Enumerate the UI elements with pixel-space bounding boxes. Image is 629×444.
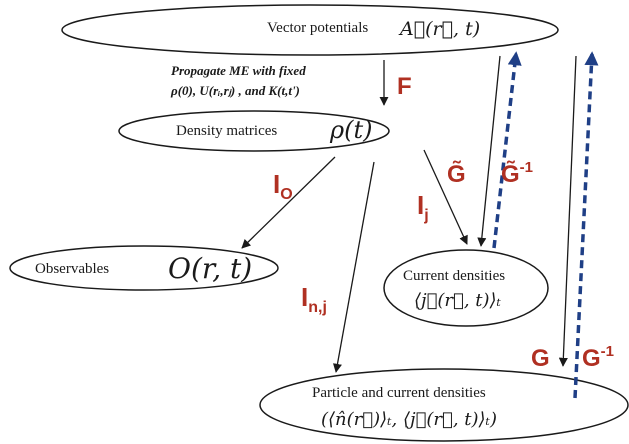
label-G-tilde: G̃	[447, 160, 466, 188]
label-G-tilde-inverse: G̃-1	[501, 159, 533, 188]
label-G: G	[531, 345, 550, 372]
density-matrices-label: Density matrices	[176, 123, 277, 139]
propagate-note-line1: Propagate ME with fixed	[171, 63, 306, 78]
observables-label: Observables	[35, 261, 109, 277]
label-I-j-main: I	[417, 190, 424, 220]
arrow-G	[558, 55, 577, 367]
label-F: F	[397, 73, 412, 100]
particle-current-ellipse	[259, 368, 629, 442]
label-I-O: IO	[273, 169, 293, 203]
arrow-G-inverse	[573, 51, 599, 399]
current-densities-label: Current densities	[403, 268, 505, 284]
label-I-nj: In,j	[301, 282, 327, 316]
vector-potentials-ellipse	[61, 4, 559, 56]
label-G-inverse: G-1	[582, 343, 614, 372]
arrow-G-tilde-inverse	[492, 51, 522, 249]
label-I-O-main: I	[273, 169, 280, 199]
label-G-tilde-inverse-main: G̃	[501, 160, 520, 188]
vector-potentials-label: Vector potentials	[267, 20, 368, 36]
particle-current-label: Particle and current densities	[312, 385, 486, 401]
current-densities-ellipse	[383, 249, 549, 327]
observables-math: O(r, t)	[168, 252, 252, 285]
arrow-I-j	[423, 149, 468, 245]
label-I-j-sub: j	[423, 207, 428, 224]
particle-current-math: (⟨n̂(r⃗)⟩ₜ, ⟨j⃗(r⃗, t)⟩ₜ)	[321, 409, 497, 430]
label-G-inverse-sup: -1	[601, 343, 614, 360]
label-I-j: Ij	[417, 190, 429, 224]
label-I-O-sub: O	[280, 186, 292, 203]
density-matrices-math: ρ(t)	[329, 116, 372, 144]
label-I-nj-main: I	[301, 282, 308, 312]
propagate-note-line2: ρ(0), U(rᵢ,rⱼ) , and K(t,t')	[170, 83, 300, 98]
label-G-inverse-main: G	[582, 345, 601, 372]
label-G-tilde-inverse-sup: -1	[520, 159, 533, 176]
arrow-I-O	[241, 156, 336, 249]
label-I-nj-sub: n,j	[308, 299, 327, 316]
density-matrices-ellipse	[118, 110, 390, 152]
arrow-I-nj	[332, 161, 375, 373]
current-densities-math: ⟨j⃗(r⃗, t)⟩ₜ	[414, 290, 502, 311]
arrow-G-tilde	[477, 55, 501, 247]
observables-ellipse	[9, 245, 279, 291]
vector-potentials-math: A⃗(r⃗, t)	[398, 18, 480, 40]
